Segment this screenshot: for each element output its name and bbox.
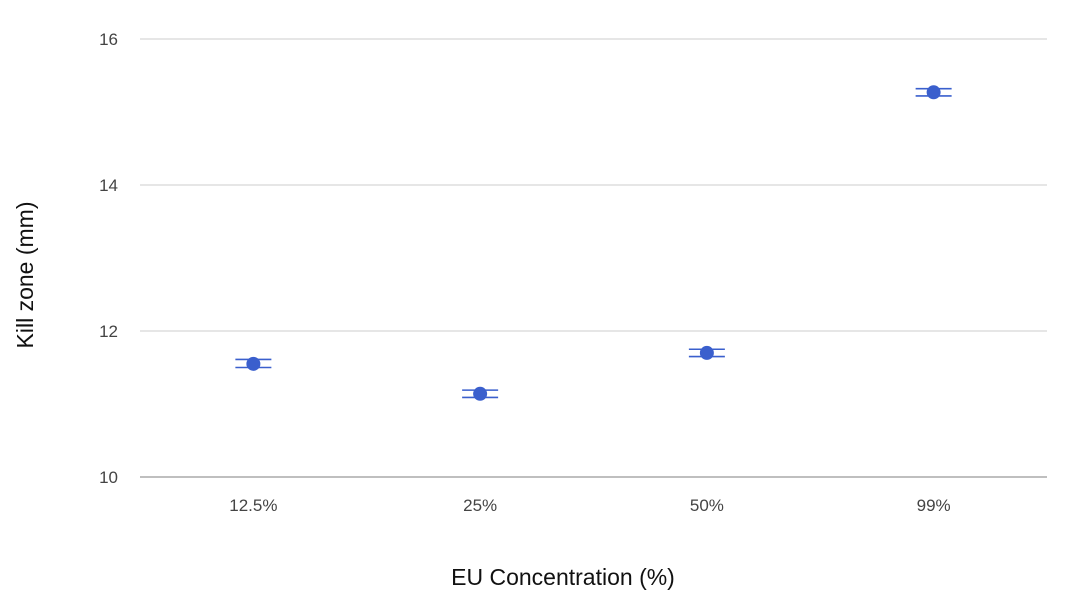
x-tick-label: 99% xyxy=(917,496,951,515)
data-points xyxy=(246,85,941,401)
x-tick-label: 12.5% xyxy=(229,496,277,515)
data-point xyxy=(926,85,941,100)
error-bars xyxy=(235,87,952,399)
y-tick-label: 10 xyxy=(99,468,118,487)
data-point xyxy=(699,345,714,360)
y-tick-label: 16 xyxy=(99,30,118,49)
y-axis-title: Kill zone (mm) xyxy=(12,202,38,349)
x-axis-ticks: 12.5% 25% 50% 99% xyxy=(229,496,950,515)
x-axis-title: EU Concentration (%) xyxy=(451,564,675,590)
y-axis-ticks: 10 12 14 16 xyxy=(99,30,118,487)
x-tick-label: 50% xyxy=(690,496,724,515)
y-tick-label: 12 xyxy=(99,322,118,341)
data-point xyxy=(246,356,261,371)
gridlines xyxy=(140,38,1047,478)
y-tick-label: 14 xyxy=(99,176,118,195)
x-tick-label: 25% xyxy=(463,496,497,515)
data-point xyxy=(473,386,488,401)
